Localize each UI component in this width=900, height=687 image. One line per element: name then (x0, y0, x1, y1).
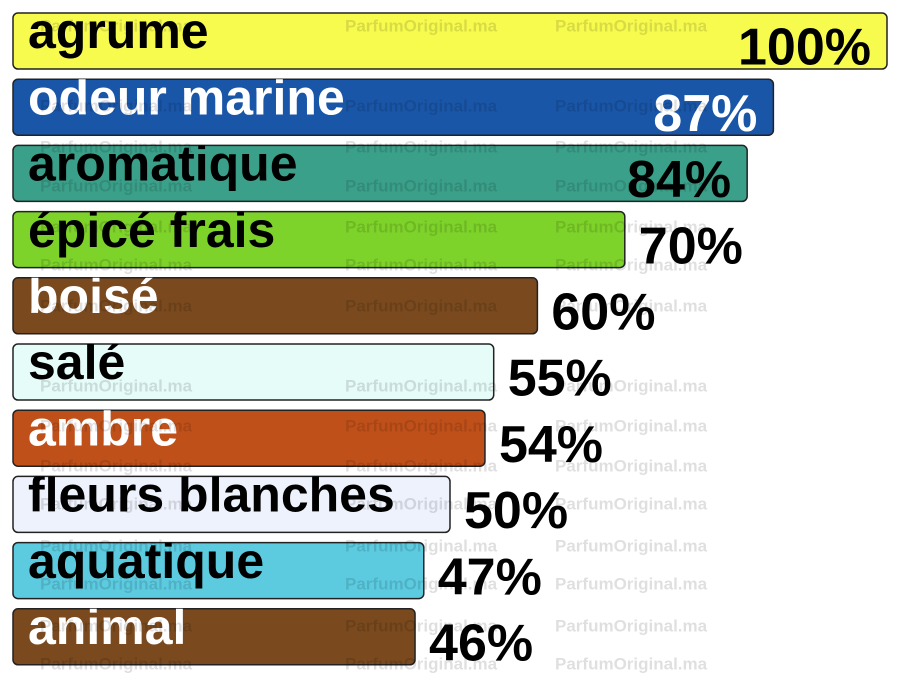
bar-label-group: aromatique (28, 136, 298, 192)
category-label: aromatique (28, 136, 298, 192)
watermark: ParfumOriginal.ma (40, 217, 193, 236)
watermark: ParfumOriginal.ma (40, 456, 193, 475)
bar (12, 277, 539, 335)
watermark: ParfumOriginal.ma (40, 296, 193, 315)
bar (12, 78, 775, 136)
watermark: ParfumOriginal.ma (40, 16, 193, 35)
bar-label-group: fleurs blanches (28, 467, 395, 523)
value-label: 100% (738, 19, 871, 77)
bar (12, 12, 888, 70)
category-label: salé (28, 334, 125, 390)
value-label: 70% (639, 217, 743, 275)
category-label: boisé (28, 268, 159, 324)
value-label: 84% (627, 151, 731, 209)
watermark: ParfumOriginal.ma (40, 494, 193, 513)
value-label: 47% (438, 548, 542, 606)
watermark: ParfumOriginal.ma (555, 416, 708, 435)
category-label: fleurs blanches (28, 467, 395, 523)
watermark: ParfumOriginal.ma (345, 654, 498, 673)
watermark: ParfumOriginal.ma (555, 494, 708, 513)
watermark: ParfumOriginal.ma (40, 137, 193, 156)
bar (12, 541, 425, 600)
category-label: agrume (28, 3, 209, 59)
watermark: ParfumOriginal.ma (555, 16, 708, 35)
watermark: ParfumOriginal.ma (345, 416, 498, 435)
watermark: ParfumOriginal.ma (345, 255, 498, 274)
bar-label-group: salé (28, 334, 125, 390)
category-label: épicé frais (28, 202, 275, 258)
watermark: ParfumOriginal.ma (555, 296, 708, 315)
watermark: ParfumOriginal.ma (40, 255, 193, 274)
watermark: ParfumOriginal.ma (345, 616, 498, 635)
bar-label-group: ambre (28, 400, 178, 456)
bar-label-group: aquatique (28, 533, 264, 589)
watermark: ParfumOriginal.ma (555, 255, 708, 274)
watermark: ParfumOriginal.ma (345, 456, 498, 475)
category-label: odeur marine (28, 69, 345, 125)
watermark: ParfumOriginal.ma (40, 176, 193, 195)
value-label: 87% (653, 85, 757, 143)
watermark: ParfumOriginal.ma (345, 376, 498, 395)
bar (12, 210, 626, 269)
watermark: ParfumOriginal.ma (40, 376, 193, 395)
watermark: ParfumOriginal.ma (40, 416, 193, 435)
watermark: ParfumOriginal.ma (345, 296, 498, 315)
bar (12, 343, 495, 401)
watermark: ParfumOriginal.ma (345, 137, 498, 156)
bar (12, 475, 451, 534)
watermark: ParfumOriginal.ma (40, 536, 193, 555)
bar-label-group: épicé frais (28, 202, 275, 258)
watermark: ParfumOriginal.ma (40, 654, 193, 673)
bar-label-group: agrume (28, 3, 209, 59)
value-label: 55% (508, 350, 612, 408)
watermark: ParfumOriginal.ma (345, 176, 498, 195)
bar-label-group: animal (28, 599, 186, 655)
watermark: ParfumOriginal.ma (555, 176, 708, 195)
bar (12, 144, 748, 203)
value-label: 54% (499, 416, 603, 474)
category-label: aquatique (28, 533, 264, 589)
watermark: ParfumOriginal.ma (555, 96, 708, 115)
bar-label-group: boisé (28, 268, 159, 324)
watermark: ParfumOriginal.ma (345, 217, 498, 236)
category-label: ambre (28, 400, 178, 456)
watermark: ParfumOriginal.ma (345, 536, 498, 555)
watermark: ParfumOriginal.ma (40, 616, 193, 635)
watermark: ParfumOriginal.ma (345, 96, 498, 115)
watermark: ParfumOriginal.ma (40, 574, 193, 593)
watermark: ParfumOriginal.ma (555, 217, 708, 236)
watermark: ParfumOriginal.ma (40, 96, 193, 115)
watermark: ParfumOriginal.ma (555, 574, 708, 593)
value-label: 60% (551, 284, 655, 342)
watermark: ParfumOriginal.ma (345, 494, 498, 513)
watermark: ParfumOriginal.ma (555, 616, 708, 635)
bar-label-group: odeur marine (28, 69, 345, 125)
watermark: ParfumOriginal.ma (555, 137, 708, 156)
value-label: 50% (464, 482, 568, 540)
category-label: animal (28, 599, 186, 655)
bar (12, 409, 486, 467)
watermark: ParfumOriginal.ma (345, 574, 498, 593)
watermark: ParfumOriginal.ma (555, 376, 708, 395)
bar (12, 608, 416, 666)
value-label: 46% (429, 615, 533, 673)
watermark: ParfumOriginal.ma (555, 536, 708, 555)
watermark: ParfumOriginal.ma (555, 654, 708, 673)
watermark: ParfumOriginal.ma (345, 16, 498, 35)
watermark: ParfumOriginal.ma (555, 456, 708, 475)
